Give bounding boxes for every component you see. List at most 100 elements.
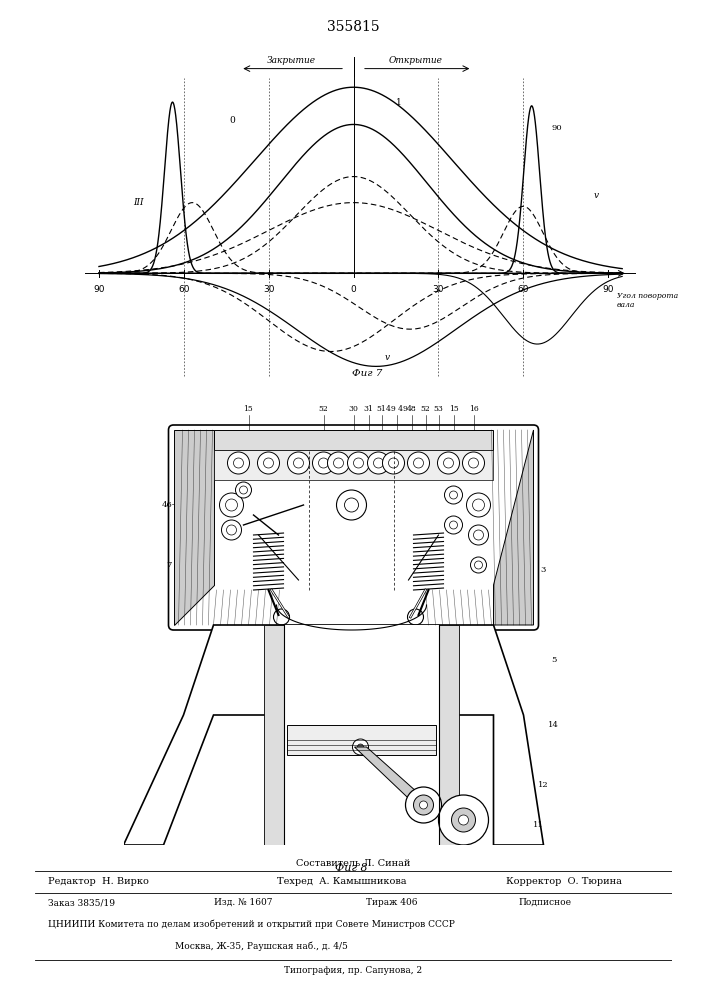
Circle shape bbox=[450, 521, 457, 529]
Circle shape bbox=[288, 452, 310, 474]
Text: Тираж 406: Тираж 406 bbox=[366, 898, 418, 907]
Circle shape bbox=[462, 452, 484, 474]
Text: 30: 30 bbox=[349, 405, 358, 413]
Circle shape bbox=[344, 498, 358, 512]
Circle shape bbox=[312, 452, 334, 474]
Circle shape bbox=[450, 491, 457, 499]
Polygon shape bbox=[354, 747, 431, 805]
Text: 60: 60 bbox=[518, 284, 529, 294]
Circle shape bbox=[445, 486, 462, 504]
Text: 11: 11 bbox=[533, 821, 544, 829]
Text: Типография, пр. Сапунова, 2: Типография, пр. Сапунова, 2 bbox=[284, 966, 423, 975]
Text: Угол поворота
вала: Угол поворота вала bbox=[617, 292, 677, 309]
Bar bbox=[284, 625, 438, 845]
Text: Подписное: Подписное bbox=[519, 898, 572, 907]
Circle shape bbox=[353, 739, 368, 755]
Circle shape bbox=[264, 458, 274, 468]
Circle shape bbox=[445, 516, 462, 534]
Text: 46-: 46- bbox=[162, 501, 175, 509]
Circle shape bbox=[406, 787, 441, 823]
Circle shape bbox=[389, 458, 399, 468]
Text: 15: 15 bbox=[449, 405, 458, 413]
Circle shape bbox=[467, 493, 491, 517]
Text: 30: 30 bbox=[433, 284, 444, 294]
Text: 30: 30 bbox=[263, 284, 274, 294]
Text: 31: 31 bbox=[363, 405, 373, 413]
Circle shape bbox=[233, 458, 243, 468]
Text: 52: 52 bbox=[319, 405, 328, 413]
Text: 52: 52 bbox=[421, 405, 431, 413]
Circle shape bbox=[358, 744, 363, 750]
Text: Закрытие: Закрытие bbox=[267, 56, 316, 65]
Text: 90: 90 bbox=[551, 124, 563, 132]
Text: 90: 90 bbox=[93, 284, 105, 294]
Text: 5: 5 bbox=[551, 656, 556, 664]
Polygon shape bbox=[173, 430, 214, 625]
Circle shape bbox=[228, 452, 250, 474]
Circle shape bbox=[438, 452, 460, 474]
Circle shape bbox=[219, 493, 243, 517]
Circle shape bbox=[474, 530, 484, 540]
Circle shape bbox=[235, 482, 252, 498]
Text: 12: 12 bbox=[538, 781, 549, 789]
Circle shape bbox=[240, 486, 247, 494]
Text: 0: 0 bbox=[229, 116, 235, 125]
Text: v: v bbox=[385, 353, 390, 362]
Bar bbox=[214, 450, 493, 480]
Bar bbox=[214, 430, 493, 450]
Circle shape bbox=[438, 795, 489, 845]
Text: Техред  А. Камышникова: Техред А. Камышникова bbox=[277, 877, 407, 886]
Circle shape bbox=[226, 499, 238, 511]
Circle shape bbox=[469, 458, 479, 468]
Text: v: v bbox=[594, 191, 600, 200]
Circle shape bbox=[414, 795, 433, 815]
Circle shape bbox=[274, 609, 289, 625]
Text: 15: 15 bbox=[244, 405, 253, 413]
Circle shape bbox=[318, 458, 329, 468]
Circle shape bbox=[469, 525, 489, 545]
Circle shape bbox=[472, 499, 484, 511]
Text: Корректор  О. Тюрина: Корректор О. Тюрина bbox=[506, 877, 622, 886]
Circle shape bbox=[226, 525, 237, 535]
Circle shape bbox=[257, 452, 279, 474]
Text: Заказ 3835/19: Заказ 3835/19 bbox=[48, 898, 115, 907]
Circle shape bbox=[354, 458, 363, 468]
Text: 7: 7 bbox=[166, 561, 171, 569]
Circle shape bbox=[407, 452, 429, 474]
Text: 53: 53 bbox=[433, 405, 443, 413]
Text: III: III bbox=[134, 198, 144, 207]
Circle shape bbox=[334, 458, 344, 468]
Text: Москва, Ж-35, Раушская наб., д. 4/5: Москва, Ж-35, Раушская наб., д. 4/5 bbox=[175, 941, 349, 951]
Bar bbox=[264, 625, 284, 845]
Circle shape bbox=[407, 609, 423, 625]
FancyBboxPatch shape bbox=[168, 425, 539, 630]
Circle shape bbox=[293, 458, 303, 468]
Circle shape bbox=[452, 808, 476, 832]
Text: 3: 3 bbox=[541, 566, 547, 574]
Circle shape bbox=[470, 557, 486, 573]
Circle shape bbox=[459, 815, 469, 825]
Text: Редактор  Н. Вирко: Редактор Н. Вирко bbox=[48, 877, 149, 886]
Circle shape bbox=[443, 458, 453, 468]
Text: 14: 14 bbox=[548, 721, 559, 729]
Circle shape bbox=[414, 458, 423, 468]
Text: ЦНИИПИ Комитета по делам изобретений и открытий при Совете Министров СССР: ЦНИИПИ Комитета по делам изобретений и о… bbox=[48, 920, 455, 929]
Polygon shape bbox=[124, 625, 544, 845]
Bar bbox=[438, 625, 459, 845]
Text: Изд. № 1607: Изд. № 1607 bbox=[214, 898, 272, 907]
Polygon shape bbox=[493, 430, 534, 625]
Text: 0: 0 bbox=[351, 284, 356, 294]
Text: 90: 90 bbox=[602, 284, 614, 294]
Circle shape bbox=[337, 490, 366, 520]
Text: Составитель Л. Синай: Составитель Л. Синай bbox=[296, 859, 411, 868]
Circle shape bbox=[348, 452, 370, 474]
Circle shape bbox=[419, 801, 428, 809]
Text: 60: 60 bbox=[178, 284, 189, 294]
Text: Фиг 8: Фиг 8 bbox=[335, 863, 368, 873]
Circle shape bbox=[327, 452, 349, 474]
Bar bbox=[286, 725, 436, 755]
Circle shape bbox=[474, 561, 482, 569]
Circle shape bbox=[382, 452, 404, 474]
Text: 48: 48 bbox=[407, 405, 416, 413]
Circle shape bbox=[368, 452, 390, 474]
